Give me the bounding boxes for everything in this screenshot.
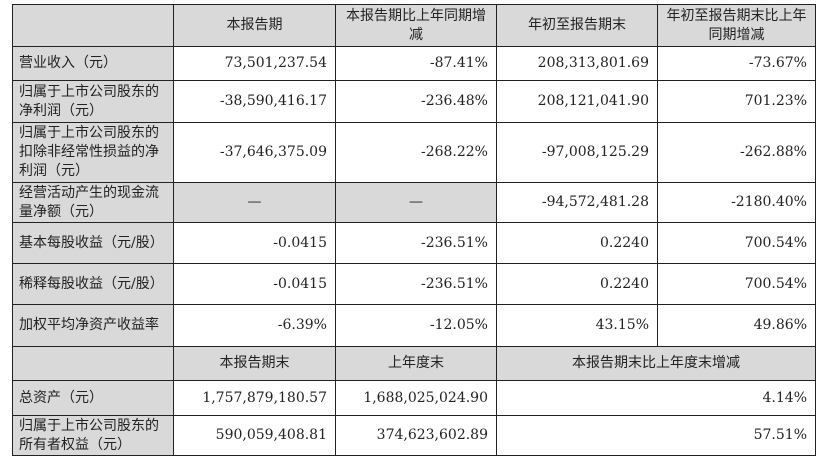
cell: -73.67% bbox=[657, 46, 816, 81]
header-cell: 本报告期比上年同期增减 bbox=[335, 4, 497, 47]
header-row-2: 本报告期末 上年度末 本报告期末比上年度末增减 bbox=[12, 346, 816, 381]
table-row: 总资产（元） 1,757,879,180.57 1,688,025,024.90… bbox=[12, 380, 816, 416]
table-row: 稀释每股收益（元/股） -0.0415 -236.51% 0.2240 700.… bbox=[12, 263, 816, 305]
cell: 0.2240 bbox=[496, 222, 658, 264]
header-cell: 本报告期末 bbox=[173, 346, 336, 381]
cell: 73,501,237.54 bbox=[173, 46, 336, 81]
cell: 49.86% bbox=[657, 304, 816, 347]
row-label: 归属于上市公司股东的净利润（元） bbox=[12, 80, 174, 123]
table-row: 归属于上市公司股东的净利润（元） -38,590,416.17 -236.48%… bbox=[12, 80, 816, 123]
cell: 590,059,408.81 bbox=[173, 415, 336, 456]
cell: -37,646,375.09 bbox=[173, 122, 336, 183]
cell: 208,313,801.69 bbox=[496, 46, 658, 81]
table-row: 基本每股收益（元/股） -0.0415 -236.51% 0.2240 700.… bbox=[12, 222, 816, 264]
cell: — bbox=[173, 182, 336, 223]
cell: -268.22% bbox=[335, 122, 497, 183]
header-cell: 本报告期 bbox=[173, 4, 336, 47]
table-row: 经营活动产生的现金流量净额（元） — — -94,572,481.28 -218… bbox=[12, 182, 816, 223]
cell: -2180.40% bbox=[657, 182, 816, 223]
header-row: 本报告期 本报告期比上年同期增减 年初至报告期末 年初至报告期末比上年同期增减 bbox=[12, 4, 816, 47]
header-cell: 年初至报告期末 bbox=[496, 4, 658, 47]
cell: 43.15% bbox=[496, 304, 658, 347]
row-label: 加权平均净资产收益率 bbox=[12, 304, 174, 347]
cell: 700.54% bbox=[657, 222, 816, 264]
cell: 701.23% bbox=[657, 80, 816, 123]
cell: -0.0415 bbox=[173, 222, 336, 264]
cell: 0.2240 bbox=[496, 263, 658, 305]
financial-summary-table: 本报告期 本报告期比上年同期增减 年初至报告期末 年初至报告期末比上年同期增减 … bbox=[12, 4, 816, 456]
cell: 1,757,879,180.57 bbox=[173, 380, 336, 416]
header-cell: 年初至报告期末比上年同期增减 bbox=[657, 4, 816, 47]
cell: -236.51% bbox=[335, 222, 497, 264]
row-label: 总资产（元） bbox=[12, 380, 174, 416]
cell: -97,008,125.29 bbox=[496, 122, 658, 183]
cell: -236.48% bbox=[335, 80, 497, 123]
table-row: 归属于上市公司股东的扣除非经常性损益的净利润（元） -37,646,375.09… bbox=[12, 122, 816, 183]
cell: 57.51% bbox=[496, 415, 816, 456]
cell: -6.39% bbox=[173, 304, 336, 347]
header-cell: 本报告期末比上年度末增减 bbox=[496, 346, 816, 381]
table-row: 归属于上市公司股东的所有者权益（元） 590,059,408.81 374,62… bbox=[12, 415, 816, 456]
header-cell: 上年度末 bbox=[335, 346, 497, 381]
cell: 1,688,025,024.90 bbox=[335, 380, 497, 416]
cell: 700.54% bbox=[657, 263, 816, 305]
cell: 4.14% bbox=[496, 380, 816, 416]
cell: -12.05% bbox=[335, 304, 497, 347]
row-label: 归属于上市公司股东的所有者权益（元） bbox=[12, 415, 174, 456]
row-label: 经营活动产生的现金流量净额（元） bbox=[12, 182, 174, 223]
cell: 208,121,041.90 bbox=[496, 80, 658, 123]
row-label: 稀释每股收益（元/股） bbox=[12, 263, 174, 305]
table-row: 营业收入（元） 73,501,237.54 -87.41% 208,313,80… bbox=[12, 46, 816, 81]
header-cell-empty bbox=[12, 346, 174, 381]
cell: -94,572,481.28 bbox=[496, 182, 658, 223]
cell: -87.41% bbox=[335, 46, 497, 81]
row-label: 归属于上市公司股东的扣除非经常性损益的净利润（元） bbox=[12, 122, 174, 183]
cell: -38,590,416.17 bbox=[173, 80, 336, 123]
cell: 374,623,602.89 bbox=[335, 415, 497, 456]
cell: -236.51% bbox=[335, 263, 497, 305]
cell: — bbox=[335, 182, 497, 223]
row-label: 营业收入（元） bbox=[12, 46, 174, 81]
header-cell-empty bbox=[12, 4, 174, 47]
row-label: 基本每股收益（元/股） bbox=[12, 222, 174, 264]
table-row: 加权平均净资产收益率 -6.39% -12.05% 43.15% 49.86% bbox=[12, 304, 816, 347]
cell: -0.0415 bbox=[173, 263, 336, 305]
cell: -262.88% bbox=[657, 122, 816, 183]
